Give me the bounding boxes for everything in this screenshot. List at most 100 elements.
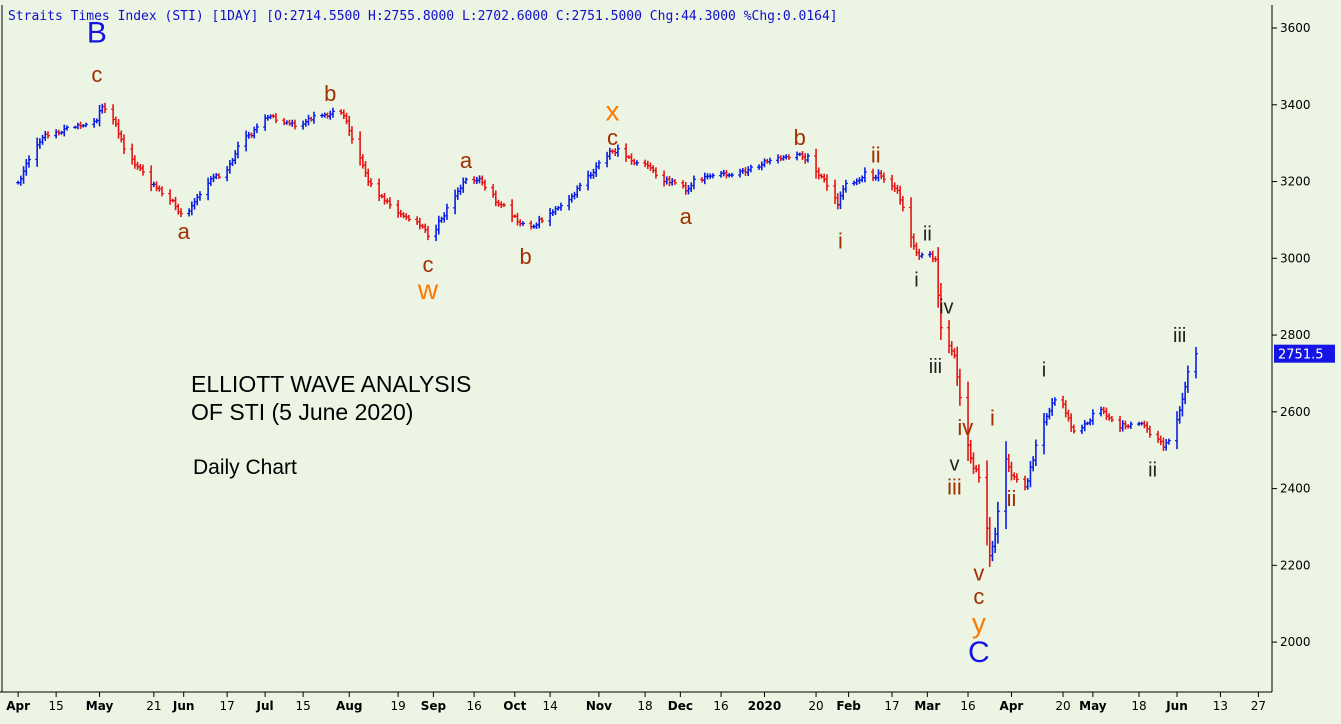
x-tick-label: 20: [808, 699, 823, 713]
y-tick-label: 3000: [1280, 251, 1311, 265]
price-bar: [235, 141, 240, 159]
price-bar: [26, 155, 31, 168]
x-tick-label: Apr: [6, 699, 30, 713]
wave-label: ii: [871, 142, 881, 167]
x-tick-label: 18: [1131, 699, 1146, 713]
wave-label: c: [91, 62, 102, 87]
wave-label: a: [680, 204, 693, 229]
price-bar: [995, 501, 1000, 544]
price-bar: [1166, 438, 1171, 445]
price-bar: [824, 174, 829, 191]
price-bar: [919, 252, 924, 259]
y-tick-label: 2000: [1280, 635, 1311, 649]
x-tick-label: 13: [1213, 699, 1228, 713]
x-tick-label: 14: [542, 699, 557, 713]
price-bar: [767, 157, 772, 165]
price-bar: [615, 144, 620, 157]
x-tick-label: 19: [390, 699, 405, 713]
x-tick-label: 16: [466, 699, 481, 713]
price-bar: [1194, 347, 1199, 379]
price-bar: [292, 119, 297, 130]
price-bar: [254, 123, 259, 134]
x-tick-label: May: [86, 699, 114, 713]
price-bar: [1052, 397, 1057, 406]
y-tick-label: 3600: [1280, 21, 1311, 35]
x-tick-label: 17: [884, 699, 899, 713]
x-tick-label: 2020: [748, 699, 781, 713]
price-bar: [1185, 365, 1190, 393]
price-bar: [805, 153, 810, 163]
price-bar: [311, 111, 316, 124]
wave-label: iii: [1173, 325, 1186, 347]
axes-layer: 2000 2200 2400 2600 2800 3000 3200 3400 3600 Apr 1…: [0, 5, 1335, 713]
price-bar: [501, 203, 506, 207]
price-bar: [1147, 425, 1152, 438]
price-bar: [140, 164, 145, 176]
analysis-title-line1: ELLIOTT WAVE ANALYSIS: [191, 371, 472, 397]
price-bar: [1014, 473, 1019, 483]
x-tick-label: Jun: [172, 699, 195, 713]
wave-label: a: [178, 219, 191, 244]
price-bar: [577, 182, 582, 192]
y-tick-label: 2600: [1280, 405, 1311, 419]
chart-header-title: Straits Times Index (STI) [1DAY] [O:2714…: [8, 9, 838, 24]
price-bar: [843, 179, 848, 193]
price-bar: [273, 113, 278, 124]
wave-label: i: [1042, 360, 1046, 382]
price-bar: [672, 179, 677, 185]
x-tick-label: Feb: [836, 699, 861, 713]
analysis-title-line2: OF STI (5 June 2020): [191, 399, 414, 425]
wave-label: b: [520, 244, 532, 269]
price-bar: [444, 203, 449, 220]
wave-label: b: [324, 81, 336, 106]
wave-label: c: [973, 584, 984, 609]
price-bar: [634, 160, 639, 166]
wave-label: i: [838, 229, 843, 254]
x-tick-label: 15: [295, 699, 310, 713]
wave-label: iv: [939, 296, 953, 318]
x-tick-label: Aug: [336, 699, 362, 713]
price-bar: [862, 167, 867, 183]
price-bar: [197, 191, 202, 201]
price-bar: [653, 167, 658, 179]
y-tick-label: 2400: [1280, 482, 1311, 496]
x-tick-label: Jun: [1165, 699, 1188, 713]
wave-labels-layer: BcabcwabxcabiiiiiiiviiiivviiiiiivcyCiiii…: [87, 16, 1187, 669]
price-bar: [349, 126, 354, 144]
x-tick-label: 16: [713, 699, 728, 713]
wave-label: ii: [1148, 459, 1157, 481]
price-bar: [406, 214, 411, 222]
price-bar: [881, 172, 886, 183]
price-bar: [368, 178, 373, 188]
price-bar: [330, 107, 335, 118]
y-tick-label: 2800: [1280, 328, 1311, 342]
price-bar: [1071, 424, 1076, 434]
price-bar: [539, 217, 544, 224]
analysis-title: ELLIOTT WAVE ANALYSIS OF STI (5 June 202…: [191, 370, 471, 426]
wave-label: ii: [923, 223, 932, 245]
price-bar: [45, 131, 50, 139]
wave-label: i: [990, 405, 995, 430]
x-tick-label: Apr: [1000, 699, 1024, 713]
x-tick-label: Jul: [256, 699, 274, 713]
price-bar: [463, 177, 468, 184]
price-bars-layer: [16, 102, 1199, 567]
price-bar: [102, 102, 107, 113]
x-tick-label: Mar: [914, 699, 940, 713]
price-bar: [482, 179, 487, 191]
x-tick-label: Sep: [421, 699, 447, 713]
wave-label: B: [87, 16, 107, 49]
x-tick-label: 20: [1055, 699, 1070, 713]
price-bar: [178, 208, 183, 218]
price-bar: [900, 196, 905, 212]
last-price-label: 2751.5: [1278, 348, 1324, 363]
wave-label: y: [972, 608, 986, 639]
price-bar: [387, 197, 392, 209]
wave-label: v: [973, 561, 984, 586]
y-tick-label: 3200: [1280, 175, 1311, 189]
wave-label: iii: [929, 356, 942, 378]
wave-label: w: [417, 274, 439, 305]
